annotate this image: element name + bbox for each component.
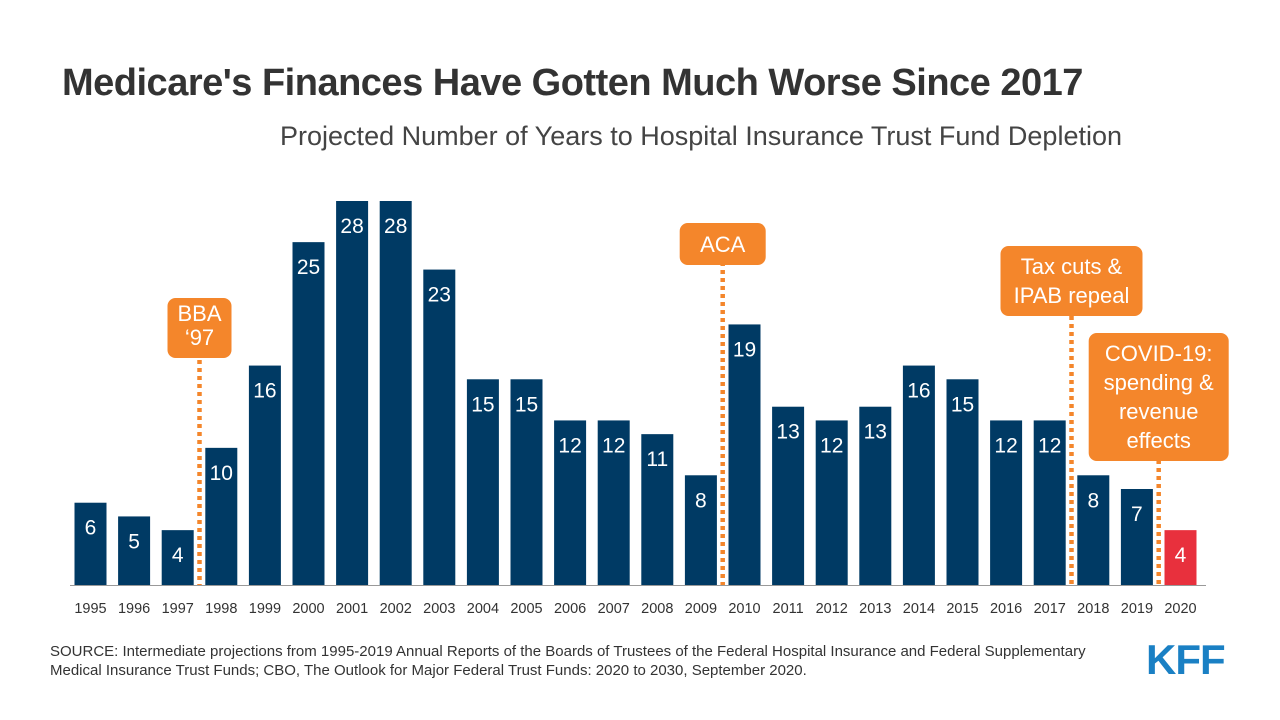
x-tick-2009: 2009	[685, 601, 717, 617]
kff-logo: KFF	[1146, 636, 1226, 683]
source-note: SOURCE: Intermediate projections from 19…	[50, 643, 1086, 679]
data-label-2008: 11	[646, 448, 668, 471]
annotation-box	[679, 223, 766, 265]
annotation-box	[1000, 246, 1143, 316]
bar-2018	[1077, 475, 1110, 585]
annotation-box	[1088, 333, 1229, 461]
data-label-2003: 23	[428, 284, 451, 307]
bar-1999	[248, 365, 281, 585]
annotation-label: COVID-19:	[1105, 341, 1213, 366]
data-label-1997: 4	[172, 544, 184, 567]
x-tick-2001: 2001	[336, 601, 368, 617]
x-tick-1999: 1999	[249, 601, 281, 617]
data-label-2000: 25	[297, 256, 320, 279]
annotation-label: Tax cuts &	[1021, 254, 1123, 279]
data-label-2018: 8	[1087, 489, 1099, 512]
bar-2015	[946, 379, 979, 585]
x-tick-2012: 2012	[816, 601, 848, 617]
x-tick-2005: 2005	[510, 601, 542, 617]
bar-1996	[118, 516, 151, 585]
x-tick-2003: 2003	[423, 601, 455, 617]
bar-2012	[815, 420, 848, 585]
data-label-1999: 16	[253, 380, 276, 403]
chart-title: Medicare's Finances Have Gotten Much Wor…	[62, 62, 1083, 104]
x-tick-2007: 2007	[598, 601, 630, 617]
data-label-2019: 7	[1131, 503, 1143, 526]
bar-2011	[772, 406, 805, 585]
data-label-1996: 5	[128, 530, 140, 553]
bar-1995	[74, 502, 107, 585]
data-label-2016: 12	[994, 434, 1017, 457]
bar-2016	[990, 420, 1023, 585]
data-label-2014: 16	[907, 380, 930, 403]
bar-2008	[641, 434, 674, 585]
bar-2019	[1120, 489, 1153, 585]
bar-2001	[336, 201, 369, 585]
x-tick-2006: 2006	[554, 601, 586, 617]
data-label-2001: 28	[340, 215, 363, 238]
x-tick-2011: 2011	[773, 601, 804, 617]
annotation-label: revenue	[1119, 399, 1199, 424]
x-tick-1995: 1995	[74, 601, 106, 617]
x-tick-1997: 1997	[162, 601, 194, 617]
data-label-2006: 12	[558, 434, 581, 457]
data-label-2020: 4	[1175, 544, 1187, 567]
data-label-2013: 13	[864, 421, 887, 444]
data-label-2009: 8	[695, 489, 707, 512]
bar-2017	[1033, 420, 1066, 585]
x-tick-2016: 2016	[990, 601, 1022, 617]
data-label-1995: 6	[85, 517, 97, 540]
annotation-label: BBA	[177, 301, 221, 326]
bar-2006	[554, 420, 587, 585]
bar-2013	[859, 406, 892, 585]
annotation-label: spending &	[1104, 370, 1214, 395]
bar-2005	[510, 379, 543, 585]
data-label-2005: 15	[515, 393, 538, 416]
data-label-2011: 13	[776, 421, 799, 444]
data-label-2010: 19	[733, 338, 756, 361]
annotation-label: IPAB repeal	[1014, 283, 1130, 308]
x-tick-2019: 2019	[1121, 601, 1153, 617]
data-label-2012: 12	[820, 434, 843, 457]
x-tick-2017: 2017	[1034, 601, 1066, 617]
annotation-box	[167, 298, 232, 358]
bar-2009	[684, 475, 717, 585]
data-label-2015: 15	[951, 393, 974, 416]
x-tick-2014: 2014	[903, 601, 935, 617]
x-tick-2018: 2018	[1077, 601, 1109, 617]
annotation-label: ‘97	[185, 325, 214, 350]
bar-chart: 6 1995 5 1996 4 1997 10 1998 16 1999 25 2000 28 2001 2…	[70, 201, 1229, 617]
x-tick-2020: 2020	[1164, 601, 1196, 617]
x-tick-2000: 2000	[292, 601, 324, 617]
data-label-2002: 28	[384, 215, 407, 238]
data-label-2017: 12	[1038, 434, 1061, 457]
x-tick-2008: 2008	[641, 601, 673, 617]
bar-2000	[292, 242, 325, 585]
bar-1997	[161, 530, 194, 585]
x-tick-2013: 2013	[859, 601, 891, 617]
bar-2020	[1164, 530, 1197, 585]
bar-2007	[597, 420, 630, 585]
x-tick-2010: 2010	[728, 601, 760, 617]
bar-1998	[205, 447, 238, 585]
bar-2003	[423, 269, 456, 585]
bar-2004	[466, 379, 499, 585]
x-tick-1996: 1996	[118, 601, 150, 617]
annotation-label: ACA	[700, 232, 746, 257]
x-tick-2004: 2004	[467, 601, 499, 617]
x-tick-2002: 2002	[380, 601, 412, 617]
data-label-1998: 10	[210, 462, 233, 485]
chart-subtitle: Projected Number of Years to Hospital In…	[280, 121, 1122, 151]
x-tick-1998: 1998	[205, 601, 237, 617]
annotation-label: effects	[1126, 428, 1190, 453]
bar-2010	[728, 324, 761, 585]
bar-2014	[902, 365, 935, 585]
x-tick-2015: 2015	[946, 601, 978, 617]
bar-2002	[379, 201, 412, 585]
data-label-2004: 15	[471, 393, 494, 416]
data-label-2007: 12	[602, 434, 625, 457]
